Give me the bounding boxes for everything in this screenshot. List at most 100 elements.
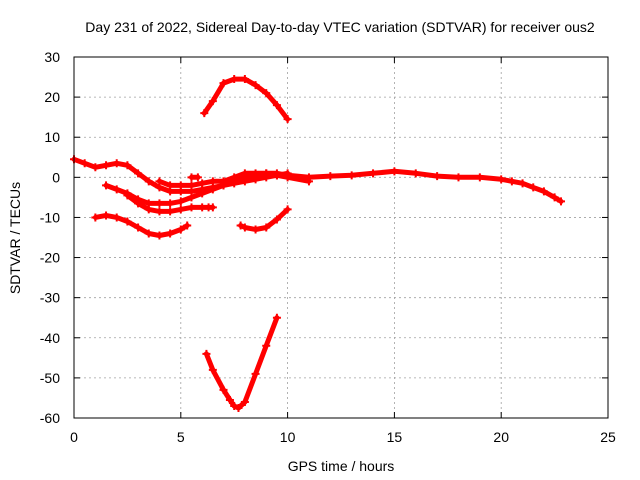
y-tick-label: 10 [44,129,60,145]
series-group [70,75,566,412]
data-point [144,229,153,238]
data-point [166,199,175,208]
data-point [411,169,420,178]
data-point [251,369,260,378]
data-point [240,177,249,186]
y-axis-label: SDTVAR / TECUs [7,182,23,294]
data-point [176,197,185,206]
y-tick-label: -20 [40,250,60,266]
plot-frame [73,56,609,419]
data-point [240,397,249,406]
data-point [230,173,239,182]
series-arc-a [102,169,292,208]
data-point [198,179,207,188]
data-point [102,161,111,170]
x-axis-label: GPS time / hours [288,458,395,474]
data-point [454,173,463,182]
data-point [176,181,185,190]
y-tick-label: 30 [44,49,60,65]
data-point [219,79,228,88]
data-point [91,213,100,222]
data-point [80,159,89,168]
y-tick-label: -50 [40,370,60,386]
data-point [283,115,292,124]
data-point [208,97,217,106]
data-point [304,177,313,186]
data-point [208,185,217,194]
y-tick-label: -40 [40,330,60,346]
y-tick-label: -60 [40,410,60,426]
data-point [283,205,292,214]
data-point [240,223,249,232]
data-point [240,169,249,178]
data-point [183,221,192,230]
series-arc-mid [236,205,292,234]
x-tick-label: 15 [387,429,403,445]
x-tick-label: 20 [493,429,509,445]
data-point [134,199,143,208]
data-point [198,189,207,198]
data-point [144,177,153,186]
data-point [283,173,292,182]
grid [74,57,608,418]
data-point [262,89,271,98]
data-point [166,207,175,216]
data-point [176,205,185,214]
data-point [234,403,243,412]
series-stub [187,173,202,182]
data-point [507,177,516,186]
data-point [155,177,164,186]
data-point [208,177,217,186]
data-point [230,401,239,410]
data-point [102,181,111,190]
data-point [166,229,175,238]
data-point [200,109,209,118]
data-point [102,211,111,220]
data-point [219,385,228,394]
x-tick-label: 0 [70,429,78,445]
data-point [208,365,217,374]
data-point [208,203,217,212]
data-point [497,175,506,184]
series-line [92,212,190,238]
data-point [390,167,399,176]
y-tick-label: 20 [44,89,60,105]
series-arc-low [202,313,281,412]
series-arc-b [123,191,217,216]
data-point [557,197,566,206]
y-tick-label: -10 [40,209,60,225]
data-point [134,169,143,178]
data-point [262,169,271,178]
data-point [272,101,281,110]
data-point [112,159,121,168]
series-arc-d [155,169,313,190]
data-point [272,215,281,224]
data-point [262,223,271,232]
data-point [475,173,484,182]
data-point [529,183,538,192]
x-tick-label: 5 [177,429,185,445]
series-line [201,76,291,122]
data-point [219,177,228,186]
data-point [193,173,202,182]
series-arc-high [200,75,292,124]
y-tick-label: -30 [40,290,60,306]
data-point [225,395,234,404]
data-point [123,217,132,226]
data-point [272,171,281,180]
data-point [518,179,527,188]
series-arc-c [91,211,192,240]
data-point [112,213,121,222]
data-point [91,163,100,172]
ticks: 0 5 10 15 20 25 30 20 10 0 -10 -20 -30 -40 -50 -60 [40,49,616,445]
data-point [369,169,378,178]
data-point [112,185,121,194]
data-point [230,75,239,84]
data-point [155,207,164,216]
data-point [262,341,271,350]
data-point [187,193,196,202]
series-main-arc [70,155,566,206]
data-point [202,349,211,358]
x-tick-label: 10 [280,429,296,445]
